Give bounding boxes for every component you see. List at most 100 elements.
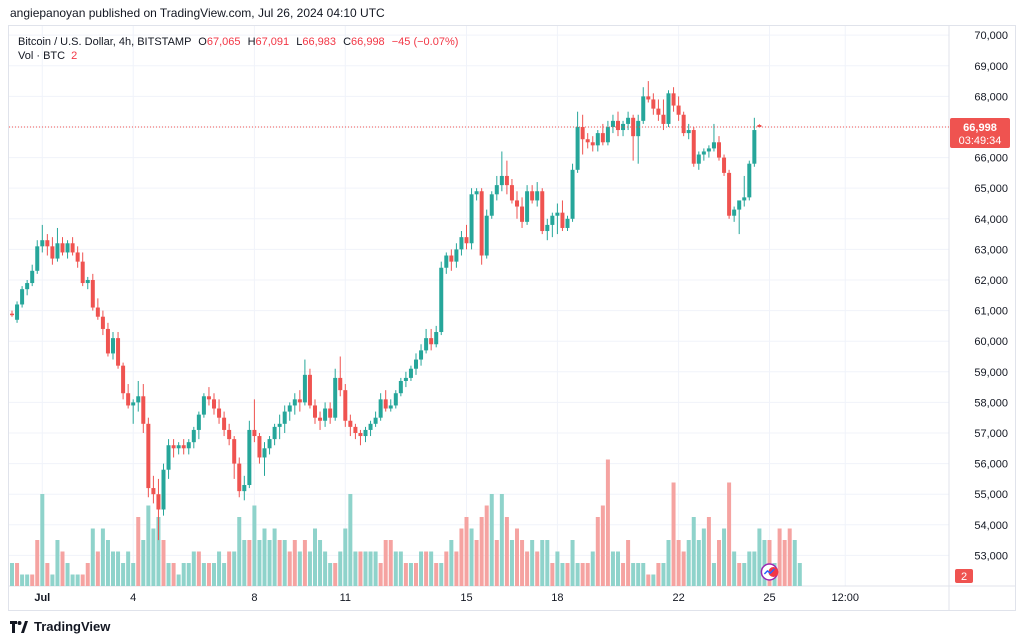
candle-body <box>292 399 297 406</box>
candle-body <box>509 185 514 201</box>
time-tick-label: 25 <box>763 592 775 604</box>
candle-body <box>545 224 550 232</box>
volume-bar <box>257 540 262 586</box>
volume-bar <box>419 551 424 586</box>
price-tick-label: 65,000 <box>974 183 1008 195</box>
candle-body <box>732 209 737 216</box>
candle-body <box>257 436 262 458</box>
candle-body <box>10 313 14 316</box>
candle-body <box>408 368 413 378</box>
candle-body <box>323 408 328 421</box>
volume-bar <box>141 540 146 586</box>
volume-bar <box>545 540 550 586</box>
candle-body <box>555 212 560 216</box>
candle-body <box>201 396 206 415</box>
candle-body <box>368 423 373 430</box>
volume-bar <box>762 540 767 586</box>
candle-body <box>737 200 742 210</box>
volume-bar <box>136 517 141 586</box>
footer-brand[interactable]: TradingView <box>10 619 110 634</box>
volume-bar <box>656 563 661 586</box>
candle-body <box>70 243 75 253</box>
volume-bar <box>252 505 257 586</box>
candle-body <box>75 252 80 262</box>
volume-bar <box>595 517 600 586</box>
candle-body <box>398 380 403 394</box>
volume-bar <box>105 540 110 586</box>
candle-body <box>358 432 363 437</box>
candle-body <box>25 283 30 290</box>
volume-bar <box>217 551 222 586</box>
candle-body <box>282 411 287 424</box>
volume-bar <box>580 563 585 586</box>
candle-body <box>681 114 686 134</box>
volume-bar <box>525 551 530 586</box>
volume-bar <box>742 563 747 586</box>
volume-bar <box>45 563 50 586</box>
candle-body <box>752 130 757 164</box>
volume-bar <box>444 551 449 586</box>
candle-body <box>181 445 186 449</box>
candle-body <box>161 469 166 510</box>
candle-body <box>626 117 631 124</box>
volume-bar <box>706 517 711 586</box>
candle-body <box>525 191 530 222</box>
last-price-value: 66,998 <box>963 122 997 134</box>
candle-body <box>141 396 146 424</box>
candle-body <box>747 163 752 198</box>
candle-body <box>35 246 40 271</box>
candle-body <box>696 154 701 164</box>
candle-body <box>575 126 580 170</box>
candle-body <box>459 237 464 250</box>
candle-body <box>570 169 575 219</box>
volume-bar <box>292 540 297 586</box>
volume-bar <box>307 551 312 586</box>
change-value: −45 (−0.07%) <box>391 36 459 48</box>
volume-bar <box>242 540 247 586</box>
volume-bar <box>565 563 570 586</box>
candle-body <box>757 124 762 128</box>
candle-body <box>565 218 570 228</box>
volume-bar <box>429 551 434 586</box>
candle-body <box>742 197 747 201</box>
volume-bar <box>550 563 555 586</box>
candle-body <box>595 133 600 146</box>
volume-bar <box>494 540 499 586</box>
brand-name: TradingView <box>34 619 111 634</box>
volume-bar <box>651 574 656 586</box>
candle-body <box>196 414 201 430</box>
low-value: 66,983 <box>302 36 337 48</box>
candle-body <box>727 172 732 216</box>
volume-bar <box>434 563 439 586</box>
candle-body <box>641 96 646 121</box>
candle-body <box>646 96 651 100</box>
volume-bar <box>767 540 772 586</box>
high-label: H <box>247 36 256 48</box>
candle-body <box>585 139 590 143</box>
volume-bar <box>151 528 156 586</box>
price-tick-label: 56,000 <box>974 459 1008 471</box>
volume-bar <box>782 540 787 586</box>
candle-body <box>414 359 418 369</box>
volume-bar <box>206 563 211 586</box>
volume-bars <box>10 459 802 586</box>
volume-bar <box>80 574 85 586</box>
high-value: 67,091 <box>255 36 290 48</box>
candle-body <box>353 426 358 433</box>
volume-bar <box>727 482 732 586</box>
volume-bar <box>398 551 403 586</box>
volume-bar <box>787 528 792 586</box>
volume-bar <box>752 551 757 586</box>
candle-body <box>636 120 641 137</box>
candle-body <box>419 350 424 360</box>
candle-body <box>520 206 525 222</box>
volume-bar <box>287 551 292 586</box>
volume-bar <box>464 517 469 586</box>
volume-bar <box>605 459 610 586</box>
volume-bar <box>343 528 348 586</box>
volume-bar <box>414 563 418 586</box>
volume-bar <box>696 540 701 586</box>
volume-bar <box>116 551 121 586</box>
candle-body <box>343 390 348 421</box>
